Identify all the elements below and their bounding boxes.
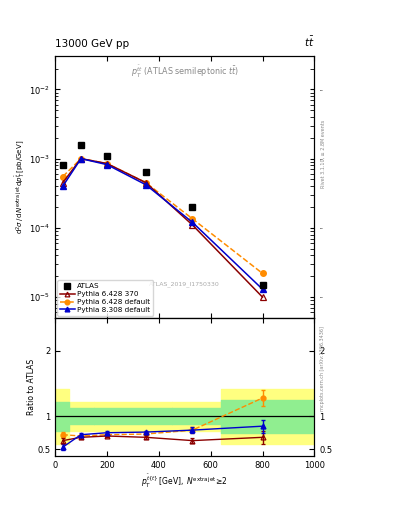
ATLAS [61,162,65,168]
Line: Pythia 6.428 default: Pythia 6.428 default [60,156,265,276]
Line: Pythia 6.428 370: Pythia 6.428 370 [60,156,265,300]
Pythia 8.308 default [190,219,195,225]
Pythia 6.428 370 [260,294,265,300]
Line: Pythia 8.308 default: Pythia 8.308 default [60,156,265,292]
Pythia 8.308 default [105,161,109,167]
ATLAS [190,204,195,210]
ATLAS [260,282,265,288]
Y-axis label: $\mathrm{d}^2\sigma\,/\,\mathrm{d}N^{\mathrm{extra\,jet}}\,\mathrm{d}p_T^{\bar{t: $\mathrm{d}^2\sigma\,/\,\mathrm{d}N^{\ma… [14,140,28,234]
Text: Rivet 3.1.10, ≥ 2.8M events: Rivet 3.1.10, ≥ 2.8M events [320,119,325,188]
ATLAS [79,142,83,148]
Pythia 6.428 370 [61,180,65,186]
Pythia 6.428 370 [105,160,109,166]
Legend: ATLAS, Pythia 6.428 370, Pythia 6.428 default, Pythia 8.308 default: ATLAS, Pythia 6.428 370, Pythia 6.428 de… [57,281,153,316]
X-axis label: $p_T^{\bar{t}\{t\}}\,\mathrm{[GeV]},\;N^{\mathrm{extra\,jet}}\!\geq\!2$: $p_T^{\bar{t}\{t\}}\,\mathrm{[GeV]},\;N^… [141,472,228,489]
Pythia 6.428 370 [143,180,148,186]
Pythia 6.428 default [260,270,265,276]
Pythia 8.308 default [61,183,65,189]
Pythia 8.308 default [260,286,265,292]
Pythia 6.428 default [190,216,195,222]
Pythia 6.428 default [105,160,109,166]
Pythia 6.428 default [143,180,148,186]
Y-axis label: Ratio to ATLAS: Ratio to ATLAS [27,359,36,415]
Pythia 6.428 default [61,174,65,180]
ATLAS [143,168,148,175]
Pythia 8.308 default [143,182,148,188]
ATLAS [105,153,109,159]
Text: $t\bar{t}$: $t\bar{t}$ [304,34,314,49]
Text: $p_T^{\bar{t}t}$ (ATLAS semileptonic $t\bar{t}$): $p_T^{\bar{t}t}$ (ATLAS semileptonic $t\… [131,64,239,80]
Pythia 6.428 370 [190,222,195,228]
Pythia 6.428 370 [79,156,83,162]
Pythia 6.428 default [79,156,83,162]
Text: ATLAS_2019_I1750330: ATLAS_2019_I1750330 [149,281,220,287]
Pythia 8.308 default [79,156,83,162]
Line: ATLAS: ATLAS [60,142,266,288]
Text: mcplots.cern.ch [arXiv:1306.3436]: mcplots.cern.ch [arXiv:1306.3436] [320,326,325,411]
Text: 13000 GeV pp: 13000 GeV pp [55,38,129,49]
